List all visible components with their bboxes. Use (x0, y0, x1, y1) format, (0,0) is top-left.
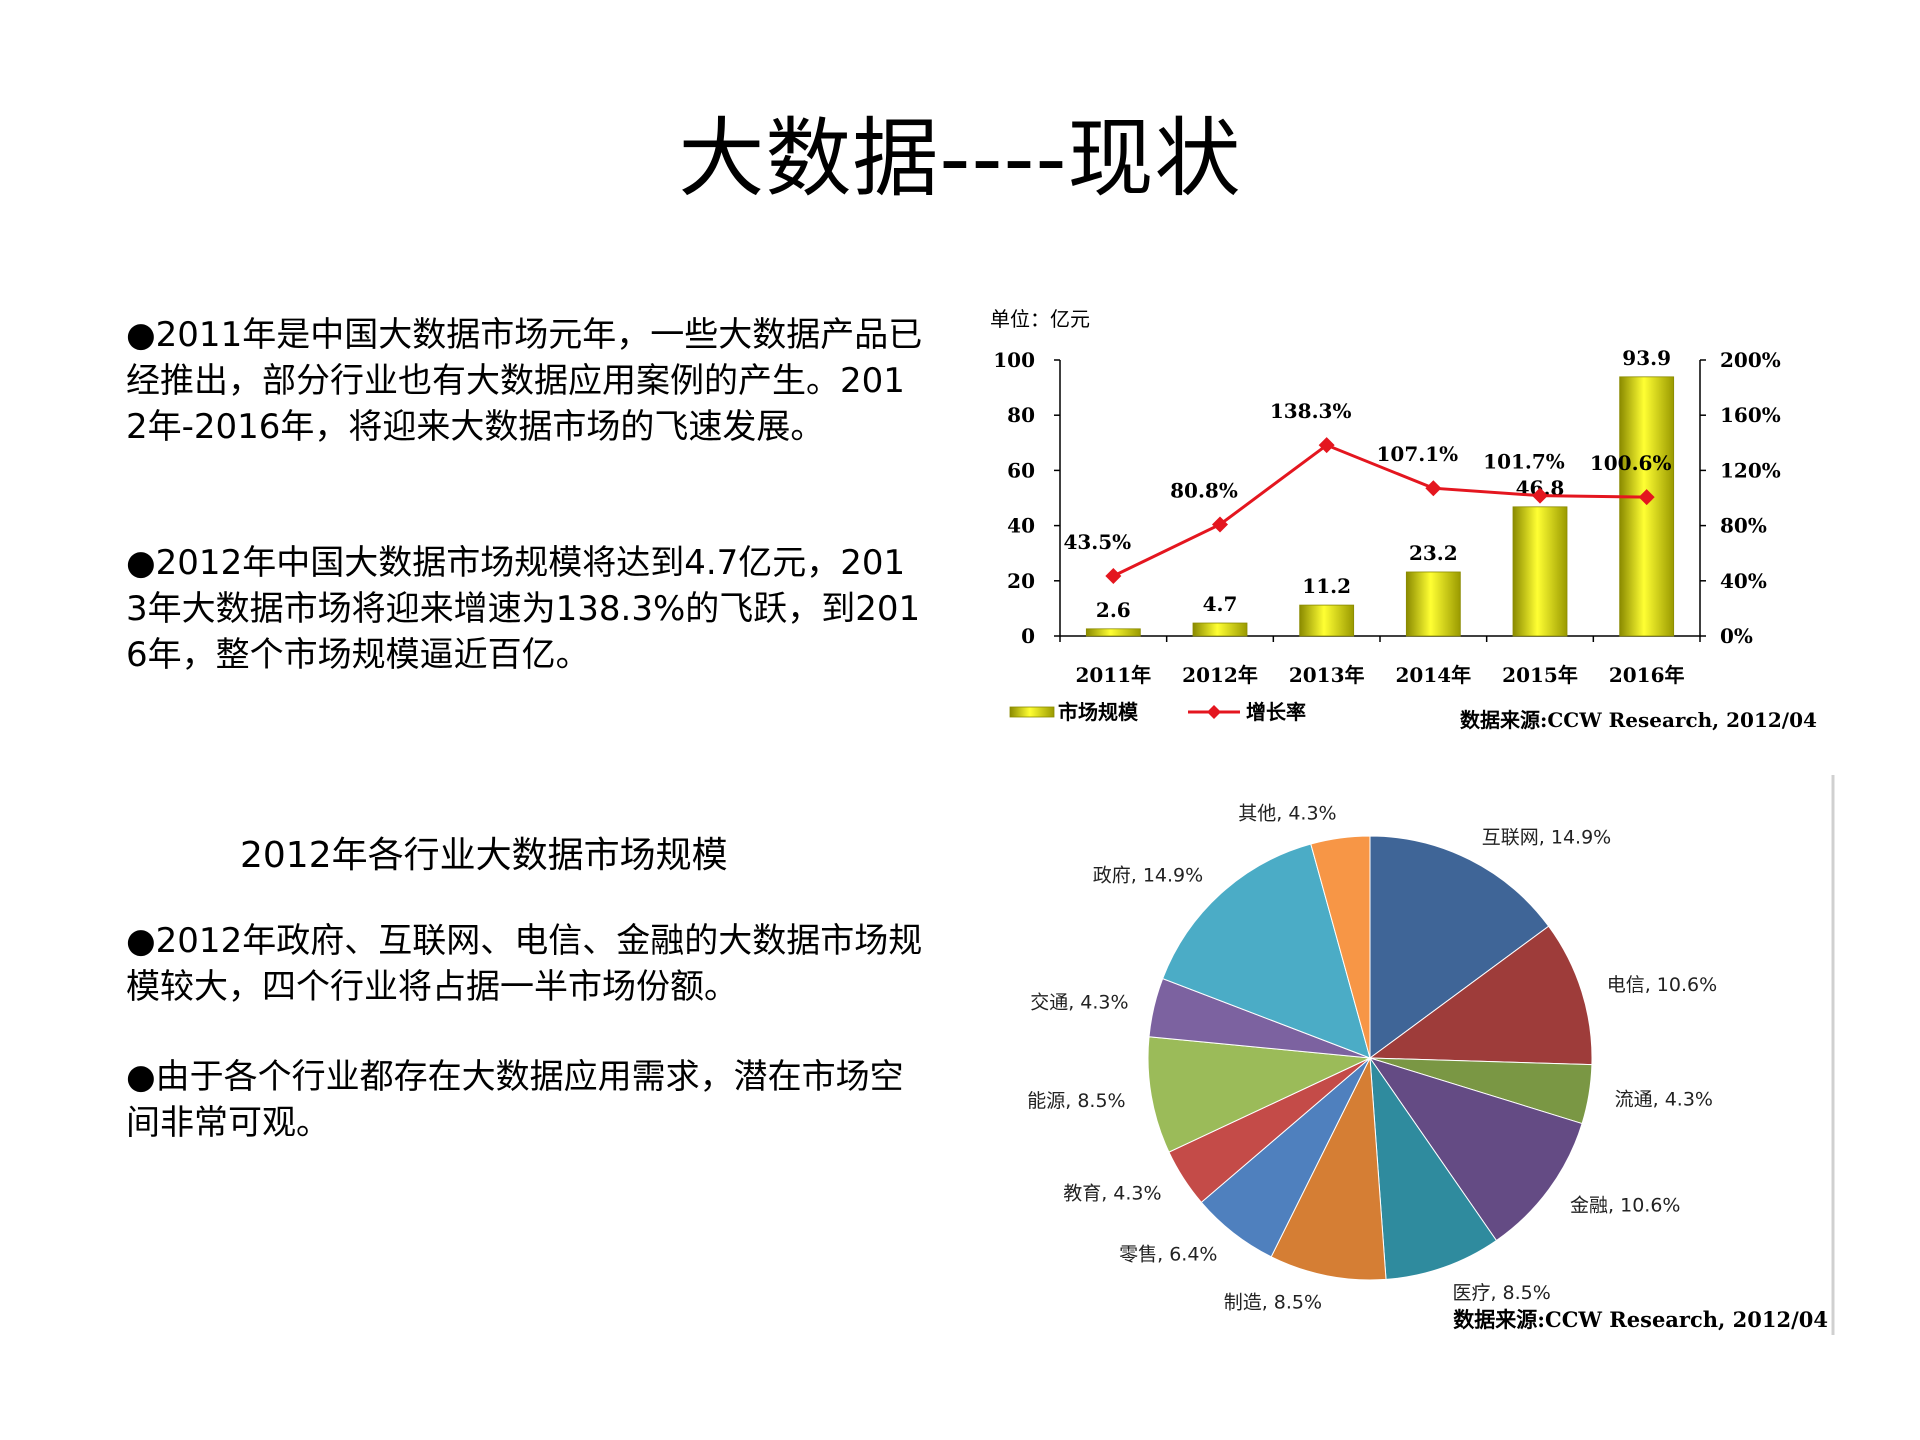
growth-line (1112, 443, 1647, 578)
pie-slice-label: 互联网, 14.9% (1482, 827, 1611, 849)
y2-tick-label: 200% (1720, 348, 1781, 372)
pie-slice-label: 其他, 4.3% (1238, 802, 1336, 824)
chart-source: 数据来源:CCW Research, 2012/04 (1460, 708, 1817, 732)
chart-legend: 市场规模 增长率 (1009, 700, 1306, 724)
y-tick-label: 60 (1007, 458, 1035, 482)
x-tick-label: 2013年 (1289, 663, 1365, 687)
growth-point (1105, 567, 1122, 584)
bar-value-label: 2.6 (1096, 598, 1131, 622)
legend-line-label: 增长率 (1246, 700, 1306, 724)
pie-slice (1162, 843, 1371, 1059)
pie-slice-label: 金融, 10.6% (1570, 1195, 1680, 1217)
growth-point (1638, 489, 1655, 506)
pie-slice (1369, 1056, 1498, 1280)
growth-value-label: 101.7% (1483, 450, 1565, 474)
bar (1405, 571, 1461, 637)
bar (1299, 604, 1355, 637)
bar-value-label: 23.2 (1409, 541, 1458, 565)
pie-slice-label: 政府, 14.9% (1093, 864, 1203, 886)
market-size-paragraph: ●2012年中国大数据市场规模将达到4.7亿元，2013年大数据市场将迎来增速为… (126, 543, 921, 675)
x-tick-label: 2014年 (1395, 663, 1471, 687)
pie-slice-label: 医疗, 8.5% (1452, 1282, 1550, 1304)
legend-line-marker (1207, 705, 1221, 719)
x-tick-label: 2015年 (1502, 663, 1578, 687)
y-tick-label: 20 (1007, 569, 1035, 593)
pie-caption: 2012年各行业大数据市场规模 (240, 835, 728, 876)
intro-paragraph: ●2011年是中国大数据市场元年，一些大数据产品已经推出，部分行业也有大数据应用… (126, 315, 923, 447)
growth-point (1532, 487, 1548, 504)
growth-value-label: 138.3% (1270, 399, 1352, 423)
legend-bar-label: 市场规模 (1058, 700, 1139, 724)
pie-slice-label: 制造, 8.5% (1224, 1291, 1322, 1313)
pie-slice (1310, 835, 1371, 1059)
growth-value-label: 100.6% (1590, 451, 1672, 475)
pie-slice-label: 流通, 4.3% (1615, 1089, 1713, 1111)
y-tick-label: 100 (993, 348, 1035, 372)
growth-value-label: 43.5% (1063, 530, 1131, 554)
bar (1192, 622, 1248, 637)
market-size-chart: 单位：亿元 0 20 40 60 80 100 0% 40% 80% 120% 160% 200% 20… (990, 307, 1817, 732)
bar (1085, 628, 1141, 637)
legend-bar-swatch (1009, 706, 1055, 718)
chart-axes: 0 20 40 60 80 100 0% 40% 80% 120% 160% 200% 2011年 201… (993, 348, 1781, 687)
y2-tick-label: 160% (1720, 403, 1781, 427)
pie-slice (1147, 1036, 1372, 1153)
growth-point (1425, 480, 1442, 497)
bar-value-label: 4.7 (1203, 592, 1238, 616)
pie-slice-label: 能源, 8.5% (1027, 1090, 1125, 1112)
pie-source: 数据来源:CCW Research, 2012/04 (1453, 1307, 1828, 1332)
y2-tick-label: 40% (1720, 569, 1767, 593)
y2-tick-label: 0% (1720, 624, 1753, 648)
bar-value-label: 11.2 (1302, 574, 1351, 598)
pie-slices (1147, 835, 1593, 1281)
bar (1619, 376, 1675, 637)
y-tick-label: 80 (1007, 403, 1035, 427)
bar (1512, 506, 1568, 637)
growth-point (1212, 516, 1228, 533)
bar-value-label: 93.9 (1622, 346, 1671, 370)
y2-tick-label: 120% (1720, 458, 1781, 482)
unit-label: 单位：亿元 (990, 307, 1090, 331)
x-tick-label: 2012年 (1182, 663, 1258, 687)
pie-slice (1368, 925, 1593, 1066)
pie-slice-label: 电信, 10.6% (1607, 974, 1717, 996)
potential-paragraph: ●由于各个行业都存在大数据应用需求，潜在市场空间非常可观。 (126, 1057, 904, 1143)
pie-slice (1369, 835, 1550, 1059)
industry-share-paragraph: ●2012年政府、互联网、电信、金融的大数据市场规模较大，四个行业将占据一半市场… (126, 921, 923, 1007)
bar-series: 2.64.711.223.246.893.9 (1085, 346, 1675, 637)
line-series: 43.5% 80.8% 138.3% 107.1% 101.7% 100.6% (1063, 399, 1671, 584)
x-tick-label: 2011年 (1075, 663, 1151, 687)
y-tick-label: 0 (1021, 624, 1035, 648)
pie-slice (1270, 1056, 1387, 1281)
pie-labels: 互联网, 14.9% 电信, 10.6% 流通, 4.3% 金融, 10.6% 医疗, … (1027, 802, 1717, 1313)
y2-tick-label: 80% (1720, 514, 1767, 538)
pie-slice-label: 零售, 6.4% (1119, 1244, 1217, 1266)
page-title: 大数据----现状 (678, 109, 1242, 209)
growth-point (1318, 437, 1335, 454)
growth-value-label: 80.8% (1170, 478, 1238, 502)
growth-value-label: 107.1% (1377, 442, 1459, 466)
x-tick-label: 2016年 (1609, 663, 1685, 687)
industry-pie-chart: 互联网, 14.9% 电信, 10.6% 流通, 4.3% 金融, 10.6% 医疗, … (1027, 775, 1835, 1335)
pie-slice-label: 交通, 4.3% (1030, 991, 1128, 1013)
y-tick-label: 40 (1007, 514, 1035, 538)
pie-slice-label: 教育, 4.3% (1063, 1182, 1161, 1204)
pie-slice (1368, 1057, 1583, 1242)
